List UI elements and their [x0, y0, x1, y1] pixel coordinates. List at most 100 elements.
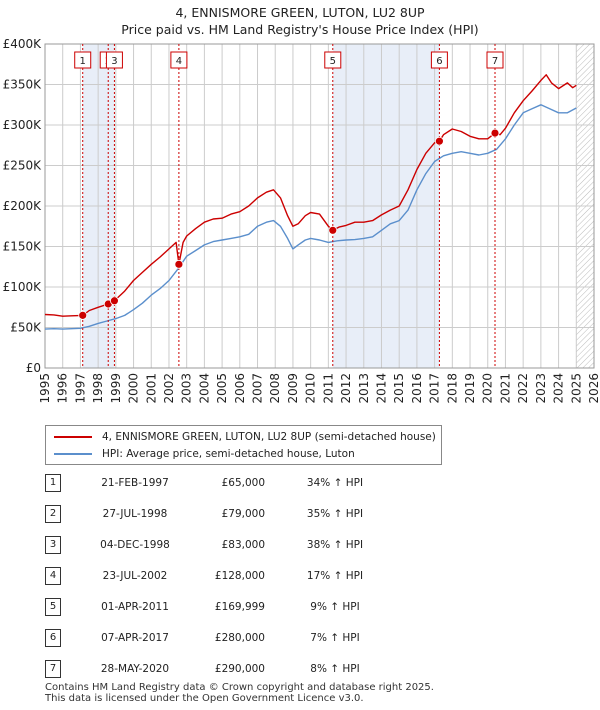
sale-number: 3	[45, 536, 61, 554]
legend-swatch-price	[54, 436, 92, 438]
x-tick-label: 2000	[127, 373, 141, 404]
sale-number: 6	[45, 629, 61, 647]
axes: £0 £50K £100K £150K £200K £250K £300K £350K £400…	[3, 37, 600, 404]
sale-row: 1 21-FEB-1997 £65,000 34% ↑ HPI	[45, 474, 465, 492]
sale-label-box	[486, 51, 504, 69]
legend-swatch-hpi	[54, 453, 92, 455]
hpi-series-line	[44, 104, 577, 330]
sale-number: 2	[45, 505, 61, 523]
sale-label: 4	[176, 56, 182, 67]
sale-label-box	[324, 51, 342, 69]
y-tick-label: £200K	[3, 199, 43, 213]
sale-number: 5	[45, 598, 61, 616]
sale-date: 01-APR-2011	[101, 601, 169, 613]
sale-price: £290,000	[214, 663, 265, 675]
y-tick-label: £400K	[3, 37, 43, 51]
sale-price: £79,000	[221, 508, 265, 520]
x-tick-label: 2022	[516, 373, 530, 404]
legend-item-hpi: HPI: Average price, semi-detached house,…	[54, 446, 355, 462]
x-tick-label: 1996	[56, 373, 70, 404]
title-line-2: Price paid vs. HM Land Registry's House …	[121, 22, 479, 37]
sale-label-box	[430, 51, 448, 69]
footer-copyright: Contains HM Land Registry data © Crown c…	[45, 682, 434, 693]
sale-hpi-change: 8% ↑ HPI	[310, 663, 360, 675]
sale-row: 2 27-JUL-1998 £79,000 35% ↑ HPI	[45, 505, 465, 523]
sale-point	[110, 296, 119, 306]
y-tick-label: £100K	[3, 280, 43, 294]
sale-number: 4	[45, 567, 61, 585]
sale-hpi-change: 17% ↑ HPI	[306, 570, 364, 582]
sale-number: 1	[45, 474, 61, 492]
x-tick-label: 2024	[552, 373, 566, 404]
x-tick-label: 2006	[233, 373, 247, 404]
sale-date: 21-FEB-1997	[101, 477, 169, 489]
sale-hpi-change: 34% ↑ HPI	[306, 477, 364, 489]
x-tick-label: 2004	[197, 373, 211, 404]
price-chart: £0 £50K £100K £150K £200K £250K £300K £350K £400…	[3, 37, 600, 404]
y-tick-label: £350K	[3, 78, 43, 92]
x-tick-label: 2014	[374, 373, 388, 404]
sale-date: 27-JUL-1998	[102, 508, 168, 520]
sale-label: 3	[111, 56, 117, 67]
x-tick-label: 2001	[144, 373, 158, 404]
sale-point	[490, 128, 500, 138]
sale-row: 6 07-APR-2017 £280,000 7% ↑ HPI	[45, 629, 465, 647]
x-tick-label: 2009	[286, 373, 300, 404]
sale-price: £280,000	[214, 632, 265, 644]
sale-label-box	[105, 51, 123, 69]
sale-date: 07-APR-2017	[101, 632, 169, 644]
x-tick-label: 2020	[481, 373, 495, 404]
x-tick-label: 2017	[428, 373, 442, 404]
sale-markers: 1234567	[74, 44, 504, 368]
sale-date: 23-JUL-2002	[102, 570, 168, 582]
sale-date: 28-MAY-2020	[100, 663, 170, 675]
sale-label: 7	[492, 56, 498, 67]
y-tick-label: £300K	[3, 118, 43, 132]
legend-label-price: 4, ENNISMORE GREEN, LUTON, LU2 8UP (semi…	[102, 431, 436, 443]
y-tick-label: £150K	[3, 240, 43, 254]
x-tick-label: 2025	[569, 373, 583, 404]
title-line-1: 4, ENNISMORE GREEN, LUTON, LU2 8UP	[175, 5, 425, 20]
x-tick-label: 2016	[410, 373, 424, 404]
sale-hpi-change: 9% ↑ HPI	[310, 601, 360, 613]
sale-price: £128,000	[214, 570, 265, 582]
x-tick-label: 2005	[215, 373, 229, 404]
legend-item-price: 4, ENNISMORE GREEN, LUTON, LU2 8UP (semi…	[54, 429, 436, 445]
x-tick-label: 2008	[268, 373, 282, 404]
x-tick-label: 2023	[534, 373, 548, 404]
sale-point	[78, 310, 88, 320]
sale-label-box	[170, 51, 188, 69]
sale-label: 1	[80, 56, 86, 67]
sale-point	[174, 259, 184, 269]
sale-date: 04-DEC-1998	[100, 539, 170, 551]
y-tick-label: £250K	[3, 159, 43, 173]
x-tick-label: 2010	[304, 373, 318, 404]
sale-row: 7 28-MAY-2020 £290,000 8% ↑ HPI	[45, 660, 465, 678]
legend: 4, ENNISMORE GREEN, LUTON, LU2 8UP (semi…	[45, 425, 442, 465]
sale-price: £65,000	[221, 477, 265, 489]
sale-hpi-change: 35% ↑ HPI	[306, 508, 364, 520]
x-tick-label: 2013	[357, 373, 371, 404]
sale-label: 6	[436, 56, 442, 67]
x-tick-label: 2019	[463, 373, 477, 404]
y-tick-label: £0	[26, 361, 41, 375]
x-tick-label: 2026	[587, 373, 600, 404]
footer: Contains HM Land Registry data © Crown c…	[45, 682, 434, 704]
x-tick-label: 2018	[445, 373, 459, 404]
x-tick-label: 1995	[38, 373, 52, 404]
x-tick-label: 2007	[251, 373, 265, 404]
sale-hpi-change: 7% ↑ HPI	[310, 632, 360, 644]
x-tick-label: 2021	[498, 373, 512, 404]
x-tick-label: 2011	[321, 373, 335, 404]
x-tick-label: 2002	[162, 373, 176, 404]
sale-point	[328, 225, 338, 235]
plot-border	[44, 43, 595, 369]
legend-label-hpi: HPI: Average price, semi-detached house,…	[102, 448, 355, 460]
sale-price: £169,999	[214, 601, 265, 613]
sale-number: 7	[45, 660, 61, 678]
sale-point	[434, 136, 444, 146]
sale-label: 5	[330, 56, 336, 67]
x-tick-label: 1998	[91, 373, 105, 404]
sale-label-box	[74, 51, 92, 69]
x-tick-label: 1997	[73, 373, 87, 404]
